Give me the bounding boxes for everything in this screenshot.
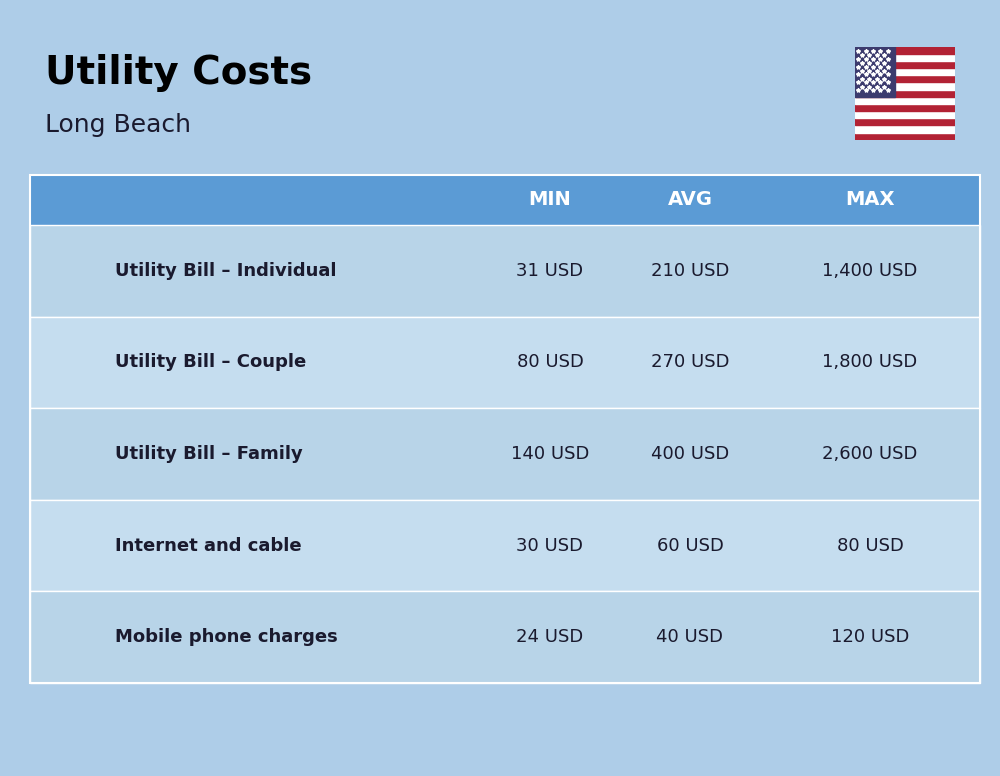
Text: 1,800 USD: 1,800 USD	[822, 353, 918, 372]
Bar	[44, 549, 96, 554]
Bar	[855, 61, 955, 68]
Text: Utility Costs: Utility Costs	[45, 54, 312, 92]
Bar	[855, 54, 955, 61]
Text: 140 USD: 140 USD	[511, 445, 589, 463]
Bar	[34, 282, 59, 306]
Bar	[855, 68, 955, 75]
Bar	[61, 284, 84, 306]
Bar	[855, 75, 955, 82]
Bar	[61, 467, 84, 489]
Bar	[86, 283, 104, 302]
Text: 210 USD: 210 USD	[651, 262, 729, 280]
Circle shape	[62, 239, 78, 255]
FancyBboxPatch shape	[53, 602, 87, 672]
Circle shape	[90, 562, 95, 566]
Text: MAX: MAX	[845, 190, 895, 210]
Polygon shape	[59, 439, 81, 458]
Bar	[855, 47, 895, 97]
Circle shape	[68, 663, 72, 667]
Bar	[855, 47, 955, 54]
Polygon shape	[59, 256, 81, 275]
Text: ⚙: ⚙	[68, 290, 77, 300]
Text: ⚙: ⚙	[41, 379, 52, 392]
Text: Utility Bill – Family: Utility Bill – Family	[115, 445, 303, 463]
Text: Utility Bill – Individual: Utility Bill – Individual	[115, 262, 336, 280]
Bar	[59, 629, 66, 636]
Text: 400 USD: 400 USD	[651, 445, 729, 463]
Bar	[855, 89, 955, 97]
Bar	[61, 376, 84, 397]
Text: 60 USD: 60 USD	[657, 536, 723, 555]
Bar	[855, 104, 955, 111]
Bar	[68, 629, 75, 636]
Text: Mobile phone charges: Mobile phone charges	[115, 628, 338, 646]
Text: 1,400 USD: 1,400 USD	[822, 262, 918, 280]
Bar	[44, 549, 96, 571]
Bar	[68, 618, 75, 626]
Circle shape	[62, 422, 78, 438]
Text: 2,600 USD: 2,600 USD	[822, 445, 918, 463]
Bar	[855, 111, 955, 118]
Bar	[855, 118, 955, 126]
Text: 31 USD: 31 USD	[516, 262, 584, 280]
Bar	[855, 126, 955, 133]
Bar	[86, 375, 104, 393]
Text: Long Beach: Long Beach	[45, 113, 191, 137]
Text: ⚙: ⚙	[41, 470, 52, 483]
Bar	[34, 465, 59, 489]
Text: 270 USD: 270 USD	[651, 353, 729, 372]
Text: 30 USD: 30 USD	[516, 536, 584, 555]
Text: MIN: MIN	[529, 190, 571, 210]
Bar	[68, 638, 75, 645]
Circle shape	[67, 662, 73, 668]
Bar	[34, 373, 59, 397]
Text: ⚙: ⚙	[68, 473, 77, 483]
Text: ⚙: ⚙	[68, 382, 77, 392]
Bar	[58, 617, 82, 660]
Text: 24 USD: 24 USD	[516, 628, 584, 646]
Text: 40 USD: 40 USD	[656, 628, 724, 646]
Polygon shape	[59, 348, 81, 366]
Text: 80 USD: 80 USD	[517, 353, 583, 372]
Text: ⚙: ⚙	[41, 287, 52, 300]
Text: Utility Bill – Couple: Utility Bill – Couple	[115, 353, 306, 372]
Bar	[59, 638, 66, 645]
Text: 80 USD: 80 USD	[837, 536, 903, 555]
Bar	[855, 97, 955, 104]
Text: Internet and cable: Internet and cable	[115, 536, 302, 555]
Text: 120 USD: 120 USD	[831, 628, 909, 646]
Bar	[855, 133, 955, 140]
Bar	[86, 466, 104, 485]
Bar	[59, 618, 66, 626]
Text: AVG: AVG	[668, 190, 712, 210]
Bar	[855, 82, 955, 89]
Circle shape	[62, 331, 78, 347]
